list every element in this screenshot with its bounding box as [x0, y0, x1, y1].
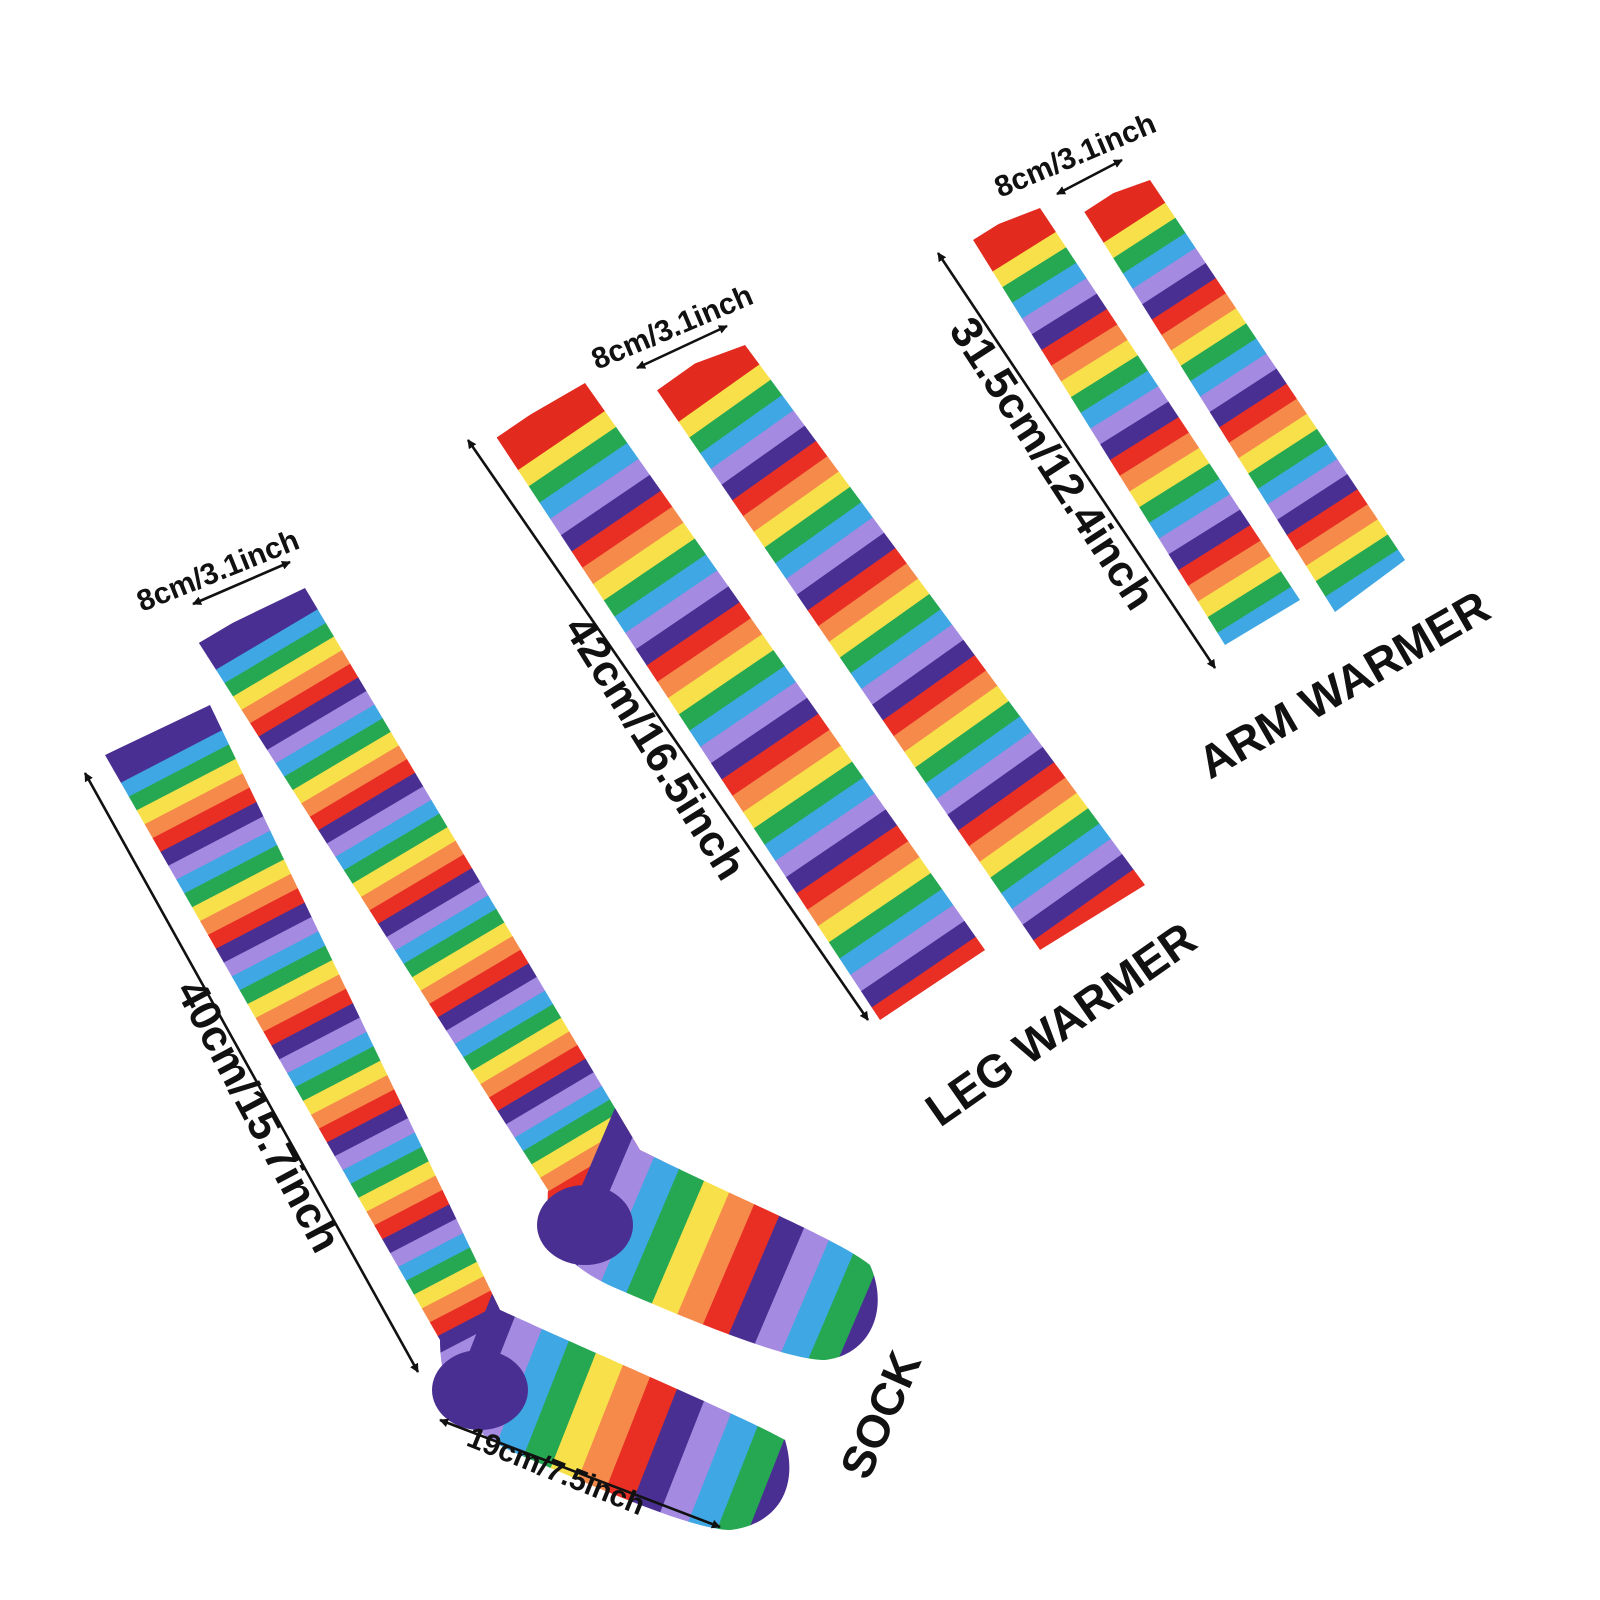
dimension-arrows [83, 158, 1217, 1529]
leg-warmer-length-arrow [466, 439, 870, 1021]
sock-caption: SOCK [830, 1344, 932, 1487]
leg-warmer-width-arrow [636, 324, 728, 370]
arm-warmer-width-arrow [1056, 158, 1123, 196]
sock-length-arrow [83, 772, 420, 1373]
sock-right-heel [537, 1185, 633, 1265]
arm-warmer-length-arrow [936, 252, 1217, 669]
sock-width-arrow [192, 560, 291, 606]
sock-left-heel [432, 1350, 528, 1430]
sock-foot-arrow [439, 1418, 721, 1529]
